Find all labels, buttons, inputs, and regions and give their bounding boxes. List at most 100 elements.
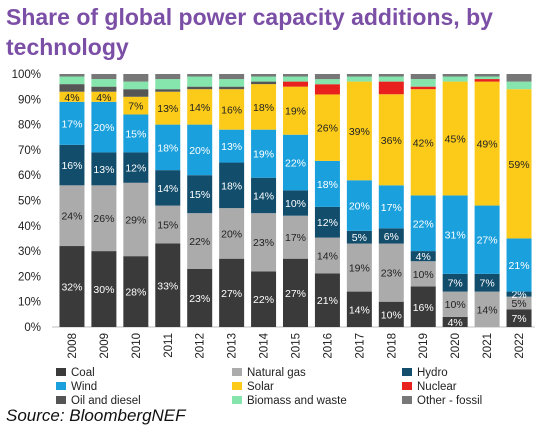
data-label: 4% xyxy=(448,317,463,329)
bar-segment xyxy=(474,205,500,274)
data-label: 4% xyxy=(416,251,431,263)
bar-segment xyxy=(410,86,436,90)
bar-segment xyxy=(91,74,117,80)
x-tick-label: 2012 xyxy=(195,333,207,359)
legend-swatch xyxy=(232,396,242,404)
legend-swatch xyxy=(402,382,412,390)
bar-segment xyxy=(123,89,149,97)
data-label: 16% xyxy=(61,160,82,172)
bar-segment xyxy=(314,237,340,274)
data-label: 28% xyxy=(125,287,146,299)
data-label: 22% xyxy=(253,294,274,306)
bar-segment xyxy=(506,309,532,327)
x-tick-label: 2018 xyxy=(386,333,398,359)
bar-segment xyxy=(410,74,436,80)
bar-segment xyxy=(474,81,500,206)
bar-segment xyxy=(123,182,149,257)
bar-segment xyxy=(474,76,500,80)
bar-segment xyxy=(155,170,181,206)
bar-segment xyxy=(251,177,277,214)
x-tick-label: 2020 xyxy=(450,333,462,359)
data-label: 27% xyxy=(477,235,498,247)
data-label: 23% xyxy=(253,237,274,249)
data-label: 22% xyxy=(285,158,306,170)
bar-segment xyxy=(442,291,468,317)
y-tick-label: 10% xyxy=(18,297,41,309)
data-label: 17% xyxy=(61,118,82,130)
bar-segment xyxy=(251,129,277,178)
data-label: 14% xyxy=(157,183,178,195)
data-label: 4% xyxy=(96,92,111,104)
bar-segment xyxy=(155,243,181,327)
legend-label: Coal xyxy=(71,367,95,379)
data-label: 7% xyxy=(448,278,463,290)
y-tick-label: 60% xyxy=(18,170,41,182)
data-label: 17% xyxy=(285,232,306,244)
data-label: 14% xyxy=(349,304,370,316)
bar-segment xyxy=(506,238,532,292)
data-label: 12% xyxy=(317,217,338,229)
legend-swatch xyxy=(56,396,66,404)
legend-label: Oil and diesel xyxy=(71,395,141,407)
data-label: 31% xyxy=(445,230,466,242)
bar-segment xyxy=(314,206,340,238)
bar-segment xyxy=(251,76,277,82)
bar-segment xyxy=(219,86,245,90)
data-label: 30% xyxy=(93,284,114,296)
bar-segment xyxy=(283,76,308,82)
data-label: 12% xyxy=(125,163,146,175)
bar-segment xyxy=(91,152,117,186)
data-label: 15% xyxy=(125,128,146,140)
legend-swatch xyxy=(56,368,66,376)
bar-segment xyxy=(378,243,404,302)
bar-segment xyxy=(506,74,532,82)
bar-segment xyxy=(314,160,340,207)
bar-segment xyxy=(187,76,213,87)
bar-segment xyxy=(378,74,404,77)
data-label: 27% xyxy=(221,288,242,300)
bar-segment xyxy=(506,291,532,297)
legend-label: Solar xyxy=(247,381,274,393)
bar-segment xyxy=(155,124,181,171)
x-tick-label: 2021 xyxy=(482,333,494,359)
bar-segment xyxy=(219,74,245,80)
x-tick-label: 2009 xyxy=(99,333,111,359)
legend-label: Wind xyxy=(71,381,97,393)
bar-segment xyxy=(251,271,277,327)
x-tick-label: 2016 xyxy=(322,333,334,359)
data-label: 10% xyxy=(445,299,466,311)
bar-segment xyxy=(506,89,532,239)
data-label: 23% xyxy=(189,293,210,305)
y-tick-label: 90% xyxy=(18,94,41,106)
bar-segment xyxy=(283,190,308,216)
data-label: 15% xyxy=(189,189,210,201)
bar-segment xyxy=(346,81,372,181)
data-label: 4% xyxy=(64,92,79,104)
bar-segment xyxy=(187,74,213,77)
legend-swatch xyxy=(232,382,242,390)
bar-segment xyxy=(378,94,404,186)
x-tick-label: 2010 xyxy=(131,333,143,359)
bar-segment xyxy=(474,79,500,82)
bar-segment xyxy=(59,91,85,102)
bar-segment xyxy=(91,251,117,327)
bar-segment xyxy=(378,228,404,244)
bar-segment xyxy=(283,134,308,191)
bar-segment xyxy=(378,81,404,95)
bar-segment xyxy=(251,213,277,272)
data-label: 36% xyxy=(381,135,402,147)
data-label: 16% xyxy=(413,302,434,314)
bar-segment xyxy=(314,94,340,161)
bar-segment xyxy=(123,256,149,327)
bar-segment xyxy=(123,81,149,90)
bar-segment xyxy=(187,213,213,269)
bar-segment xyxy=(219,79,245,87)
data-label: 13% xyxy=(157,103,178,115)
data-label: 10% xyxy=(381,309,402,321)
x-tick-label: 2017 xyxy=(354,333,366,359)
data-label: 27% xyxy=(285,288,306,300)
bar-segment xyxy=(378,76,404,82)
data-label: 29% xyxy=(125,214,146,226)
bar-segment xyxy=(59,74,85,77)
data-label: 21% xyxy=(317,295,338,307)
